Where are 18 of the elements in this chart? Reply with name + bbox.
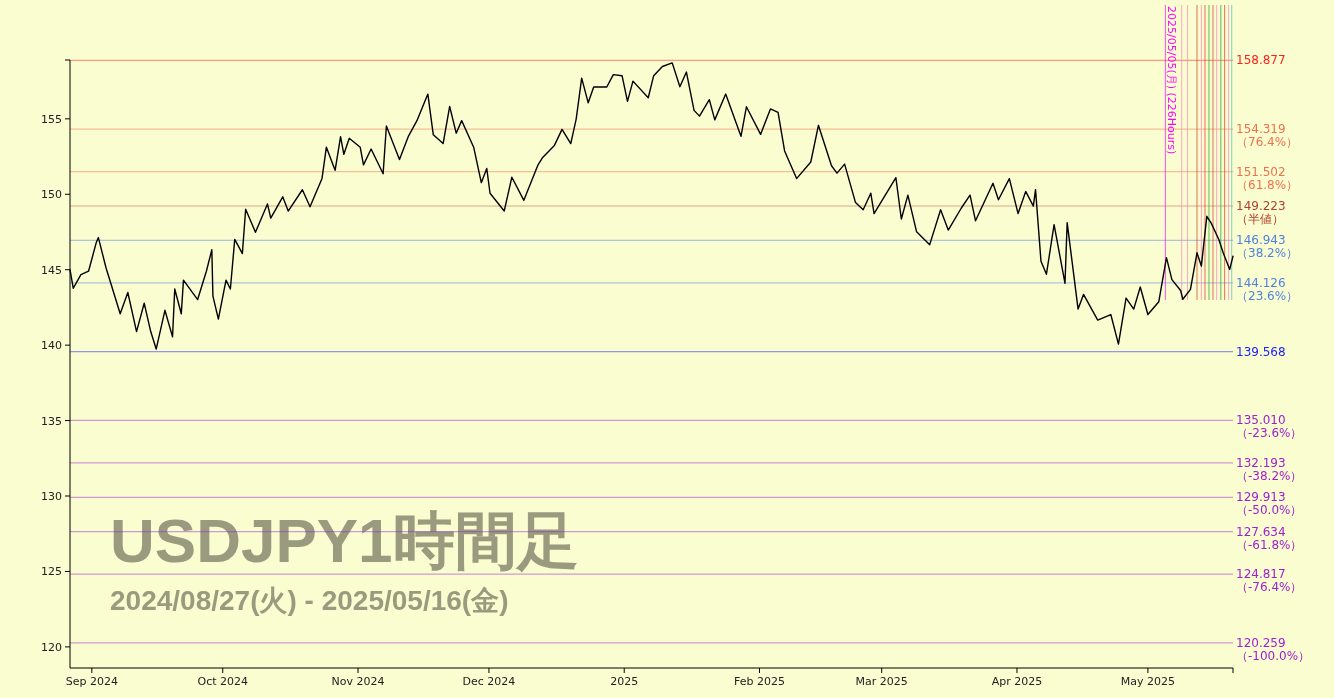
y-tick-label: 145 — [41, 263, 62, 277]
x-tick-label: Mar 2025 — [855, 675, 908, 688]
y-tick-label: 150 — [41, 188, 62, 202]
y-tick-label: 125 — [41, 565, 62, 579]
y-tick-label: 120 — [41, 640, 62, 654]
x-tick-label: 2025 — [610, 675, 639, 688]
x-tick-label: Feb 2025 — [734, 675, 785, 688]
subtitle: 2024/08/27(火) - 2025/05/16(金) — [110, 585, 509, 616]
x-tick-label: Apr 2025 — [991, 675, 1043, 688]
x-tick-label: May 2025 — [1120, 675, 1176, 688]
y-tick-label: 130 — [41, 490, 62, 504]
x-tick-label: Oct 2024 — [197, 675, 248, 688]
x-tick-label: Dec 2024 — [462, 675, 516, 688]
x-tick-label: Sep 2024 — [65, 675, 118, 688]
y-tick-label: 135 — [41, 414, 62, 428]
y-tick-label: 140 — [41, 339, 62, 353]
x-tick-label: Nov 2024 — [331, 675, 385, 688]
y-tick-label: 155 — [41, 112, 62, 126]
